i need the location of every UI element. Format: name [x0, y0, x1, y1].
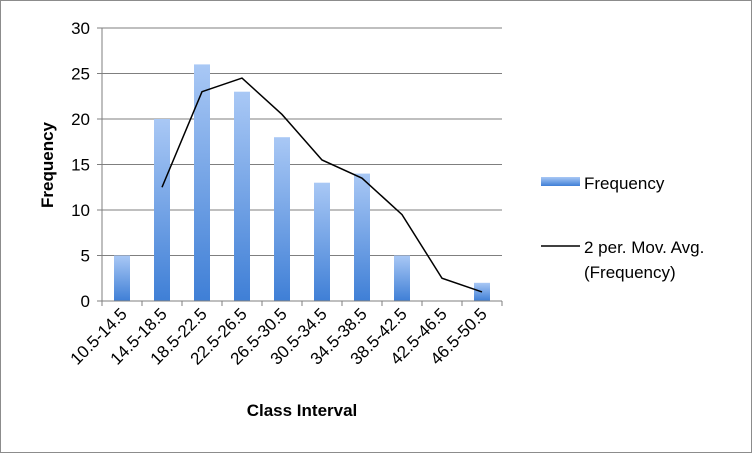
y-tick-label: 20 [71, 110, 90, 129]
bar [114, 255, 130, 301]
y-tick-label: 15 [71, 156, 90, 175]
legend: Frequency 2 per. Mov. Avg. (Frequency) [541, 174, 704, 282]
legend-line-label-1: 2 per. Mov. Avg. [584, 238, 704, 257]
y-axis-title: Frequency [38, 121, 57, 208]
legend-bar-swatch [541, 177, 580, 186]
y-tick-label: 10 [71, 201, 90, 220]
bar [154, 119, 170, 301]
bar [314, 182, 330, 301]
moving-average-line [161, 77, 483, 293]
y-tick-label: 5 [81, 247, 90, 266]
bar [274, 137, 290, 301]
y-tick-label: 30 [71, 19, 90, 38]
legend-line-label-2: (Frequency) [584, 263, 676, 282]
moving-average-series [161, 77, 483, 293]
bar [194, 64, 210, 302]
bar [354, 173, 370, 301]
bar [234, 91, 250, 301]
legend-bar-label: Frequency [584, 174, 665, 193]
bar-series [114, 64, 490, 302]
y-tick-label: 0 [81, 292, 90, 311]
bar [394, 255, 410, 301]
x-axis-title: Class Interval [247, 401, 358, 420]
y-tick-label: 25 [71, 65, 90, 84]
